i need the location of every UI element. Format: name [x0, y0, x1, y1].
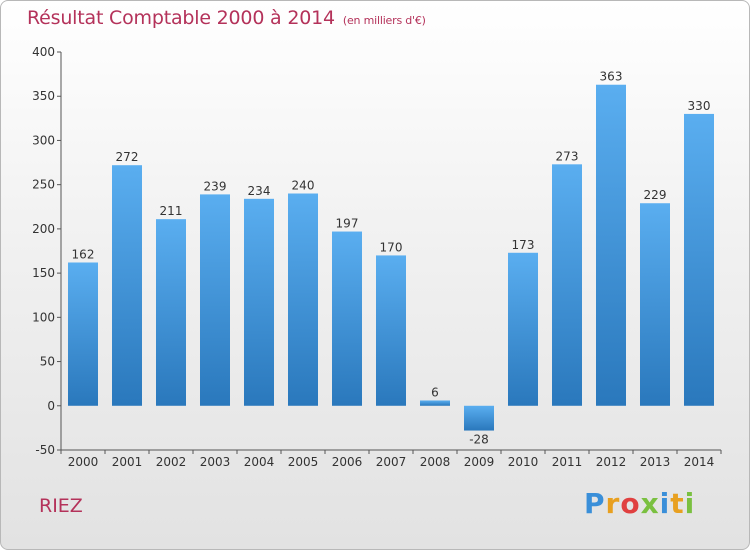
data-label-2011: 273 [556, 149, 579, 163]
bar-2006 [332, 231, 362, 406]
x-tick-label: 2004 [244, 455, 275, 469]
logo-letter: i [684, 487, 696, 520]
data-labels: 162 272 211 239 234 240 197 170 6 -28 173 273 363 229… [72, 70, 711, 447]
bar-2002 [156, 219, 186, 406]
data-label-2001: 272 [116, 150, 139, 164]
x-tick-label: 2006 [332, 455, 363, 469]
data-label-2004: 234 [248, 184, 271, 198]
y-tick-label: 0 [47, 399, 55, 413]
data-label-2005: 240 [292, 179, 315, 193]
title-text: Résultat Comptable 2000 à 2014 [27, 7, 335, 29]
bar-2014 [684, 113, 714, 406]
data-label-2003: 239 [204, 179, 227, 193]
y-tick-label: 50 [40, 355, 55, 369]
data-label-2012: 363 [600, 70, 623, 84]
logo-letter: i [659, 487, 671, 520]
data-label-2008: 6 [431, 385, 439, 399]
logo-letter: r [605, 487, 621, 520]
chart-subtitle: (en milliers d'€) [342, 14, 426, 27]
x-tick-label: 2012 [596, 455, 627, 469]
chart-title: Résultat Comptable 2000 à 2014 (en millie… [27, 7, 426, 29]
x-tick-label: 2000 [68, 455, 99, 469]
y-tick-label: 100 [32, 310, 55, 324]
bar-2009 [464, 405, 494, 431]
x-tick-label: 2005 [288, 455, 319, 469]
bar-2005 [288, 193, 318, 406]
bar-2008 [420, 400, 450, 406]
x-tick-label: 2002 [156, 455, 187, 469]
y-tick-label: 150 [32, 266, 55, 280]
x-tick-label: 2007 [376, 455, 407, 469]
bar-2000 [68, 262, 98, 406]
bar-2013 [640, 203, 670, 406]
bar-2003 [200, 194, 230, 406]
city-name: RIEZ [39, 495, 83, 517]
data-label-2014: 330 [688, 99, 711, 113]
data-label-2000: 162 [72, 247, 95, 261]
y-tick-label: 350 [32, 89, 55, 103]
logo-letter: P [584, 487, 606, 520]
data-label-2006: 197 [336, 217, 359, 231]
bar-2012 [596, 84, 626, 406]
data-label-2009: -28 [469, 433, 489, 447]
bar-2004 [244, 198, 274, 406]
y-tick-label: 200 [32, 222, 55, 236]
x-tick-label: 2011 [552, 455, 583, 469]
x-tick-label: 2009 [464, 455, 495, 469]
bar-2011 [552, 164, 582, 406]
y-tick-label: 250 [32, 178, 55, 192]
x-tick-label: 2013 [640, 455, 671, 469]
bars [68, 84, 714, 431]
y-tick-label: 400 [32, 45, 55, 59]
logo-letter: x [640, 487, 660, 520]
data-label-2013: 229 [644, 188, 667, 202]
axes: -50 0 50 100 150 200 250 300 350 400 2000 2001 2002 2… [32, 45, 722, 469]
data-label-2002: 211 [160, 204, 183, 218]
proxiti-logo: Proxiti [584, 487, 695, 520]
x-tick-label: 2014 [684, 455, 715, 469]
bar-2010 [508, 252, 538, 406]
x-tick-label: 2003 [200, 455, 231, 469]
bar-2007 [376, 255, 406, 406]
data-label-2007: 170 [380, 240, 403, 254]
x-tick-label: 2001 [112, 455, 143, 469]
y-tick-label: 300 [32, 133, 55, 147]
x-tick-label: 2008 [420, 455, 451, 469]
y-tick-label: -50 [35, 443, 55, 457]
logo-letter: o [620, 487, 641, 520]
bar-2001 [112, 165, 142, 406]
data-label-2010: 173 [512, 238, 535, 252]
x-tick-label: 2010 [508, 455, 539, 469]
logo-letter: t [670, 487, 685, 520]
